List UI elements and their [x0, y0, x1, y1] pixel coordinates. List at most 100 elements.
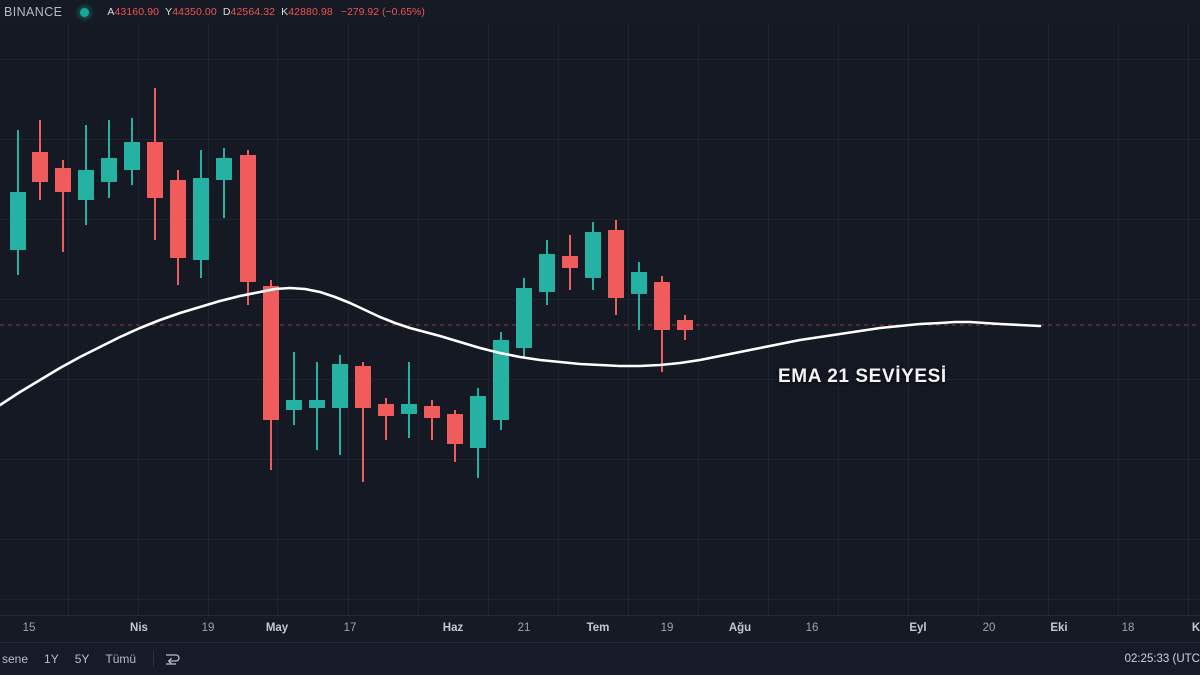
grid-line-vertical [1048, 24, 1049, 615]
bottom-toolbar: sene 1Y 5Y Tümü 02:25:33 (UTC [0, 642, 1200, 675]
candle-body [355, 366, 371, 408]
candle-body [654, 282, 670, 330]
candle-wick [431, 400, 433, 440]
x-axis-tick: 16 [805, 622, 819, 634]
grid-line-horizontal [0, 379, 1200, 380]
grid-line-vertical [768, 24, 769, 615]
grid-line-vertical [348, 24, 349, 615]
candle-wick [362, 362, 364, 482]
candle-wick [385, 398, 387, 440]
x-axis-tick: Tem [586, 622, 610, 634]
range-button-tm[interactable]: Tümü [105, 652, 137, 666]
candle-wick [223, 148, 225, 218]
range-button-sene[interactable]: sene [2, 652, 29, 666]
grid-line-vertical [1188, 24, 1189, 615]
x-axis-tick: Eki [1050, 622, 1068, 634]
candle-body [631, 272, 647, 294]
x-axis-tick: Ağu [728, 622, 752, 634]
grid-line-vertical [558, 24, 559, 615]
ema-21-line [0, 286, 1042, 407]
candle-body [147, 142, 163, 198]
candle-body [263, 286, 279, 420]
candle-body [401, 404, 417, 414]
ema-annotation-label: EMA 21 SEVİYESİ [778, 366, 947, 387]
ohlc-label-a: A [107, 6, 115, 18]
candle-body [424, 406, 440, 418]
candle-body [447, 414, 463, 444]
grid-line-vertical [208, 24, 209, 615]
candle-body [78, 170, 94, 200]
candle-body [32, 152, 48, 182]
grid-line-vertical [68, 24, 69, 615]
chart-plot-area[interactable]: EMA 21 SEVİYESİ [0, 24, 1200, 615]
ema-polyline [0, 286, 1042, 407]
x-axis-tick: K [1191, 622, 1200, 634]
grid-line-vertical [838, 24, 839, 615]
candle-body [493, 340, 509, 420]
x-axis-tick: 21 [517, 622, 531, 634]
candle-body [309, 400, 325, 408]
candle-body [677, 320, 693, 330]
candle-body [585, 232, 601, 278]
ohlc-value-y: 44350.00 [172, 6, 217, 18]
grid-line-vertical [978, 24, 979, 615]
x-axis-tick: Haz [442, 622, 464, 634]
ohlc-value-a: 43160.90 [114, 6, 160, 18]
exchange-label: BINANCE [4, 5, 63, 19]
grid-line-horizontal [0, 459, 1200, 460]
candle-body [286, 400, 302, 410]
grid-line-horizontal [0, 539, 1200, 540]
grid-line-vertical [138, 24, 139, 615]
live-dot-icon [80, 7, 90, 17]
grid-line-vertical [418, 24, 419, 615]
chart-legend-bar: BINANCE up A43160.90Y44350.00D42564.32K4… [0, 0, 1200, 24]
grid-line-horizontal [0, 599, 1200, 600]
ohlc-label-d: D [222, 6, 231, 18]
grid-line-horizontal [0, 139, 1200, 140]
candle-wick [638, 262, 640, 330]
candle-body [332, 364, 348, 408]
range-button-5y[interactable]: 5Y [74, 652, 90, 666]
ohlc-label-k: K [281, 6, 289, 18]
ohlc-value-d: 42564.32 [230, 6, 276, 18]
ohlc-label-y: Y [165, 6, 173, 18]
candle-wick [293, 352, 295, 425]
x-axis-tick: 18 [1121, 622, 1135, 634]
grid-line-horizontal [0, 299, 1200, 300]
x-axis-tick: Eyl [909, 622, 927, 634]
candle-wick [408, 362, 410, 438]
candle-body [539, 254, 555, 292]
grid-line-vertical [488, 24, 489, 615]
grid-line-horizontal [0, 219, 1200, 220]
grid-line-vertical [698, 24, 699, 615]
candle-body [608, 230, 624, 298]
candle-body [55, 168, 71, 192]
toolbar-divider [153, 651, 155, 667]
candle-body [101, 158, 117, 182]
candle-body [516, 288, 532, 348]
x-axis-tick: Nis [130, 622, 148, 634]
x-axis-tick: 17 [343, 622, 357, 634]
candle-body [10, 192, 26, 250]
x-axis-tick: 20 [982, 622, 996, 634]
grid-line-vertical [908, 24, 909, 615]
candle-body [240, 155, 256, 282]
candlestick-series [0, 24, 1200, 615]
grid-line-horizontal [0, 59, 1200, 60]
range-button-group[interactable]: sene 1Y 5Y Tümü [0, 649, 145, 669]
candle-body [562, 256, 578, 268]
ohlc-value-k: 42880.98 [288, 6, 333, 18]
candle-wick [62, 160, 64, 252]
candle-body [124, 142, 140, 170]
candle-body [193, 178, 209, 260]
reset-chart-icon[interactable] [164, 652, 181, 667]
x-axis-tick: 19 [201, 622, 215, 634]
x-axis-tick: May [265, 622, 289, 634]
candle-body [170, 180, 186, 258]
range-button-1y[interactable]: 1Y [44, 652, 59, 666]
x-axis[interactable]: 15 Nis 19 May 17 Haz 21 Tem 19 Ağu 16 Eyl 20 Eki 18 K [0, 615, 1200, 643]
grid-line-vertical [1118, 24, 1119, 615]
candle-body [378, 404, 394, 416]
